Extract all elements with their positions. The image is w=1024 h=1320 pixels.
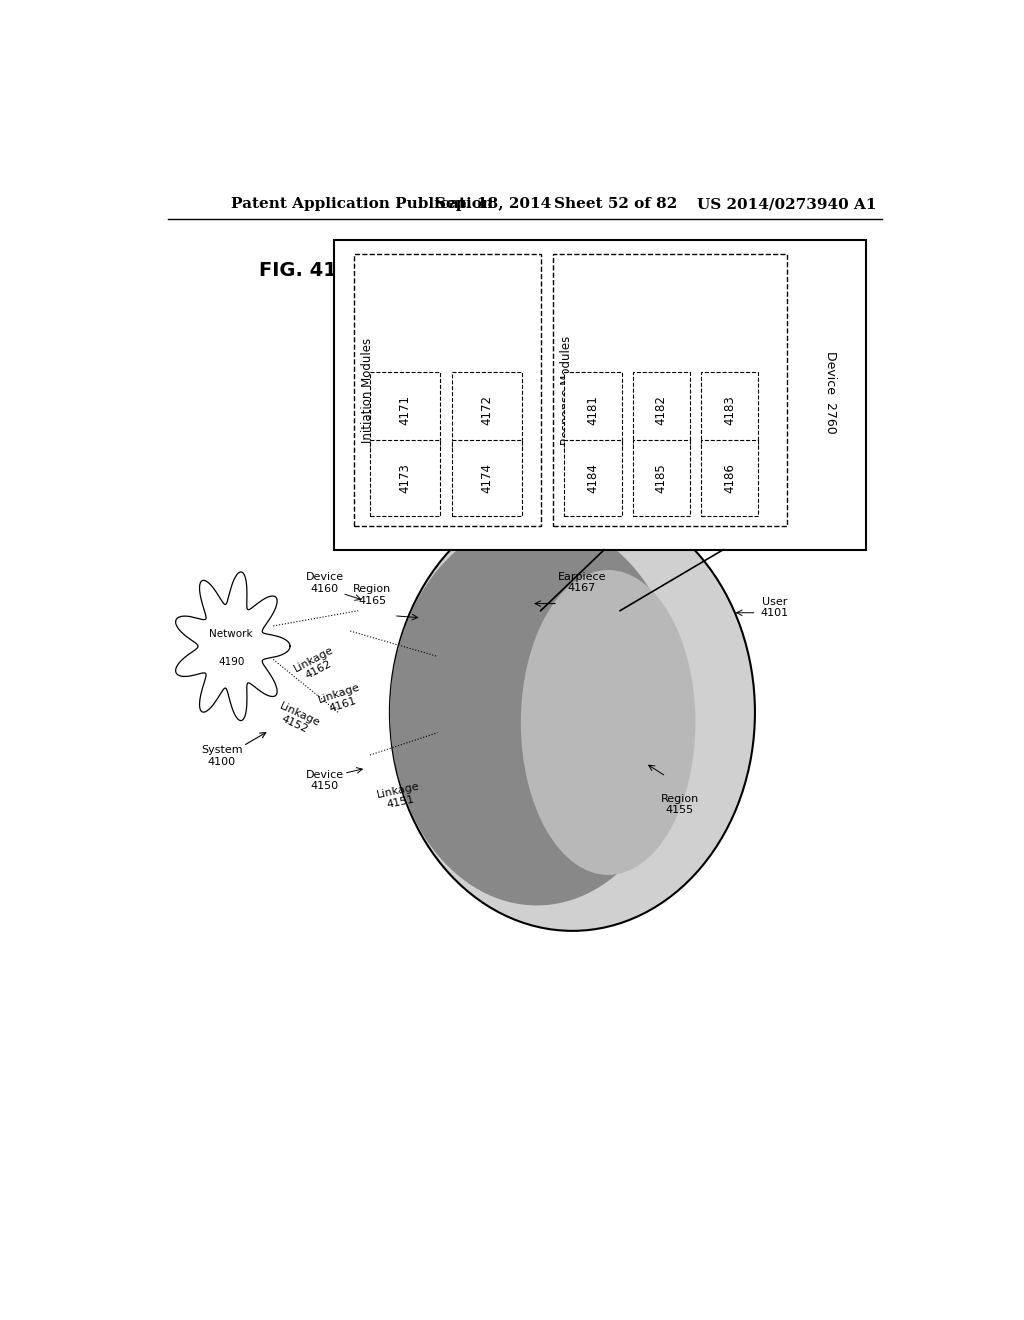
Text: Patent Application Publication: Patent Application Publication: [231, 197, 494, 211]
Text: Sep. 18, 2014: Sep. 18, 2014: [435, 197, 551, 211]
Text: System
4100: System 4100: [201, 746, 243, 767]
Text: Linkage
4152: Linkage 4152: [272, 701, 322, 738]
Text: FIG. 41: FIG. 41: [259, 261, 337, 280]
Polygon shape: [176, 572, 290, 721]
Bar: [633, 440, 690, 516]
Ellipse shape: [390, 519, 684, 906]
Text: Region
4155: Region 4155: [660, 793, 698, 816]
Bar: [370, 372, 440, 447]
Bar: [452, 372, 521, 447]
Bar: [564, 440, 622, 516]
Text: Network: Network: [209, 630, 253, 639]
Text: Device
4150: Device 4150: [306, 770, 344, 791]
Bar: [452, 440, 521, 516]
Text: Initiation Modules: Initiation Modules: [361, 338, 374, 442]
Text: Linkage
4151: Linkage 4151: [376, 781, 423, 812]
Text: Device  2760: Device 2760: [824, 351, 837, 433]
Bar: [553, 253, 786, 527]
Text: Linkage
4162: Linkage 4162: [292, 644, 340, 684]
Text: Earpiece
4167: Earpiece 4167: [558, 572, 606, 594]
Text: User
4101: User 4101: [761, 597, 788, 619]
Text: 4174: 4174: [480, 463, 494, 494]
Text: US 2014/0273940 A1: US 2014/0273940 A1: [697, 197, 877, 211]
Text: 4172: 4172: [480, 395, 494, 425]
Bar: [701, 372, 758, 447]
Text: Linkage
4161: Linkage 4161: [316, 682, 365, 717]
Bar: [701, 440, 758, 516]
Text: Region
4165: Region 4165: [353, 583, 391, 606]
Text: 4190: 4190: [218, 656, 245, 667]
Text: 4173: 4173: [398, 463, 412, 492]
Text: Device
4160: Device 4160: [306, 573, 344, 594]
Text: 4171: 4171: [398, 395, 412, 425]
Text: 4181: 4181: [587, 395, 599, 425]
Text: Response Modules: Response Modules: [559, 335, 572, 445]
Bar: [564, 372, 622, 447]
Text: Sheet 52 of 82: Sheet 52 of 82: [554, 197, 678, 211]
Text: 4184: 4184: [587, 463, 599, 492]
Text: 4186: 4186: [723, 463, 736, 492]
Text: 4183: 4183: [723, 395, 736, 425]
Text: 4182: 4182: [654, 395, 668, 425]
Bar: [354, 253, 541, 527]
Ellipse shape: [521, 570, 695, 875]
Bar: [370, 440, 440, 516]
Text: 4185: 4185: [654, 463, 668, 492]
Bar: [633, 372, 690, 447]
Bar: [334, 240, 866, 549]
Ellipse shape: [390, 494, 755, 931]
